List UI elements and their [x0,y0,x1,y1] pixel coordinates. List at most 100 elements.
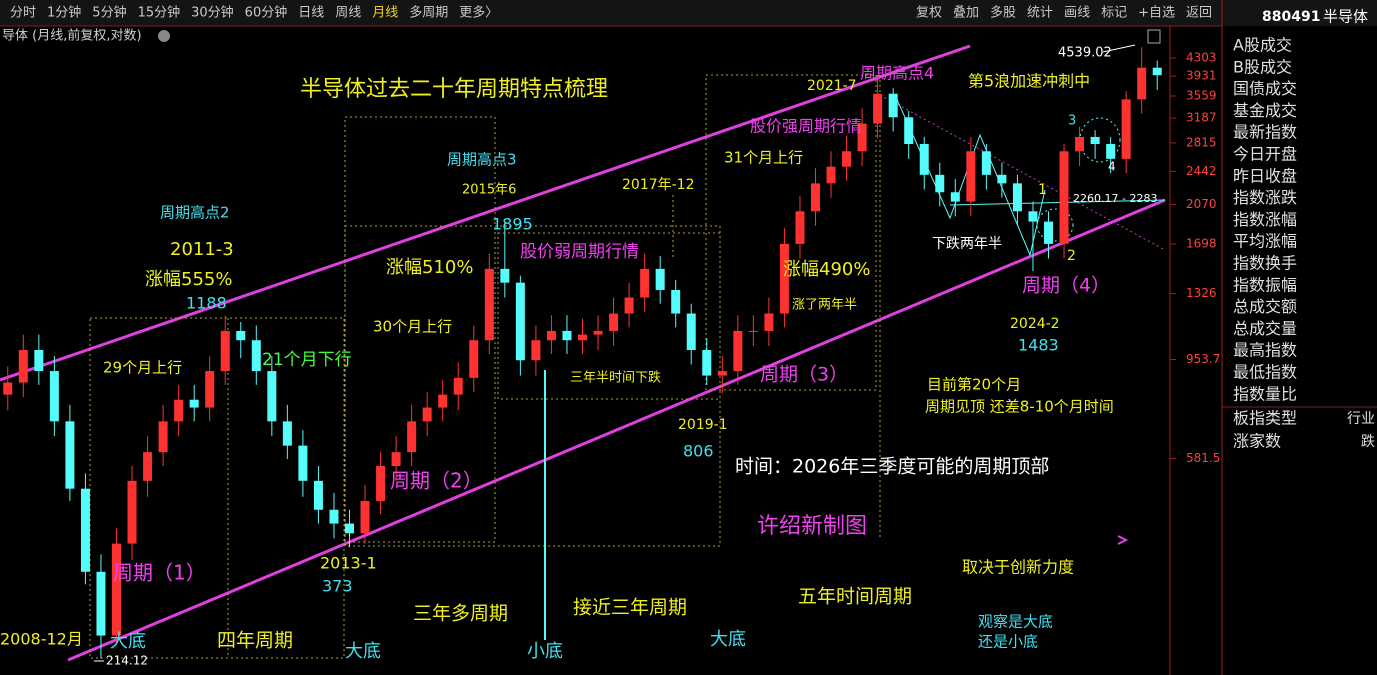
panel-item: 最新指数 [1233,123,1297,142]
y-tick-label: 1326 [1186,286,1217,300]
candle-body [112,543,121,636]
y-tick-label: 2442 [1186,164,1217,178]
panel-item: 指数振幅 [1233,275,1297,294]
period-tab[interactable]: 15分钟 [138,5,181,21]
candle-body [919,144,929,175]
candle-body [1152,67,1162,76]
panel-value: 跌 [1361,434,1375,450]
candle-body [329,509,339,524]
period-tab[interactable]: 分时 [10,6,36,21]
candle-body [1075,136,1085,152]
annotation: 周期高点4 [860,64,934,83]
trend-line [879,94,1166,251]
annotation: 半导体过去二十年周期特点梳理 [300,77,608,102]
tool-button[interactable]: 叠加 [953,6,979,21]
annotation: 下跌两年半 [932,236,1002,252]
candle-body [1044,221,1053,244]
candle-body [966,151,976,202]
candle-body [236,330,246,341]
period-tab[interactable]: 更多〉 [459,5,498,21]
annotation: 大底 [710,629,746,650]
period-tab[interactable]: 1分钟 [47,5,81,21]
value-label: 373 [322,577,353,596]
candle-body [655,268,665,290]
annotation: 股价弱周期行情 [520,242,639,262]
candle-body [298,445,308,481]
annotation: 2017年-12 [622,177,695,193]
candle-body [313,480,323,510]
circle-mark [1036,208,1074,242]
annotation: 周期高点3 [447,151,517,169]
period-tab[interactable]: 月线 [372,6,398,21]
annotation: 涨幅555% [145,269,232,290]
y-tick-label: 3187 [1186,111,1217,125]
candle-body [438,394,448,408]
candle-body [826,166,836,184]
index-name: 半导体 [1323,8,1368,26]
candle-body [671,289,681,314]
annotation: 目前第20个月 [927,376,1021,394]
panel-item: 总成交量 [1233,319,1297,338]
period-tab[interactable]: 5分钟 [92,5,126,21]
candle-body [702,350,712,376]
period-tab[interactable]: 日线 [298,6,324,21]
candle-body [484,268,494,341]
tool-button[interactable]: 标记 [1101,6,1127,21]
annotation: 许绍新制图 [757,514,867,539]
candle-body [34,350,44,372]
y-tick-label: 953.7 [1186,352,1220,366]
candle-body [220,330,230,372]
annotation: 2260.17 - 2283 [1073,192,1157,205]
candle-body [49,371,59,422]
candle-body [469,340,479,378]
neck-line [949,199,1166,206]
annotation: 周期（3） [760,364,848,386]
candle-body [686,313,696,350]
candle-body [609,313,619,331]
annotation: 1 [1038,182,1047,198]
annotation: 周期见顶 还差8-10个月时间 [925,398,1114,416]
annotation: 2019-1 [678,417,728,433]
candle-body [345,523,354,534]
subtitle-icon[interactable] [158,30,170,42]
annotation: 涨幅490% [783,259,870,280]
panel-item: 国债成交 [1233,79,1297,98]
candle-body [546,330,556,341]
tool-button[interactable]: 统计 [1027,6,1053,21]
cycle-boxes [89,74,881,659]
y-tick-label: 2815 [1186,135,1217,149]
panel-item: 板指类型 [1233,409,1297,428]
candle-body [1059,151,1069,244]
candle-body [1106,144,1116,159]
candle-body [795,211,805,244]
period-tab[interactable]: 多周期 [409,5,448,21]
period-tab[interactable]: 60分钟 [245,5,288,21]
candle-body [624,297,634,314]
panel-item: 指数涨幅 [1233,210,1297,229]
tool-button[interactable]: 画线 [1064,6,1090,21]
candle-body [174,399,184,422]
panel-value: 行业 [1347,411,1375,427]
candle-body [1012,183,1022,212]
period-tab[interactable]: 30分钟 [191,5,234,21]
panel-item: 指数量比 [1233,384,1297,403]
candle-body [453,377,463,395]
tool-button[interactable]: +自选 [1138,6,1175,21]
window-icon[interactable] [1147,29,1161,44]
annotation: 2 [1067,248,1076,264]
period-tab[interactable]: 周线 [335,6,361,21]
panel-item: 基金成交 [1233,101,1297,120]
candle-body [950,192,960,202]
candle-body [189,399,199,408]
panel-item: 平均涨幅 [1233,232,1297,251]
candle-body [515,282,525,361]
tool-button[interactable]: 返回 [1186,6,1212,21]
annotation: 三年半时间下跌 [570,370,661,386]
candle-body [422,407,432,422]
tool-button[interactable]: 多股 [990,5,1016,21]
tool-button[interactable]: 复权 [916,5,942,21]
candle-body [96,571,106,636]
panel-item: A股成交 [1233,36,1292,55]
